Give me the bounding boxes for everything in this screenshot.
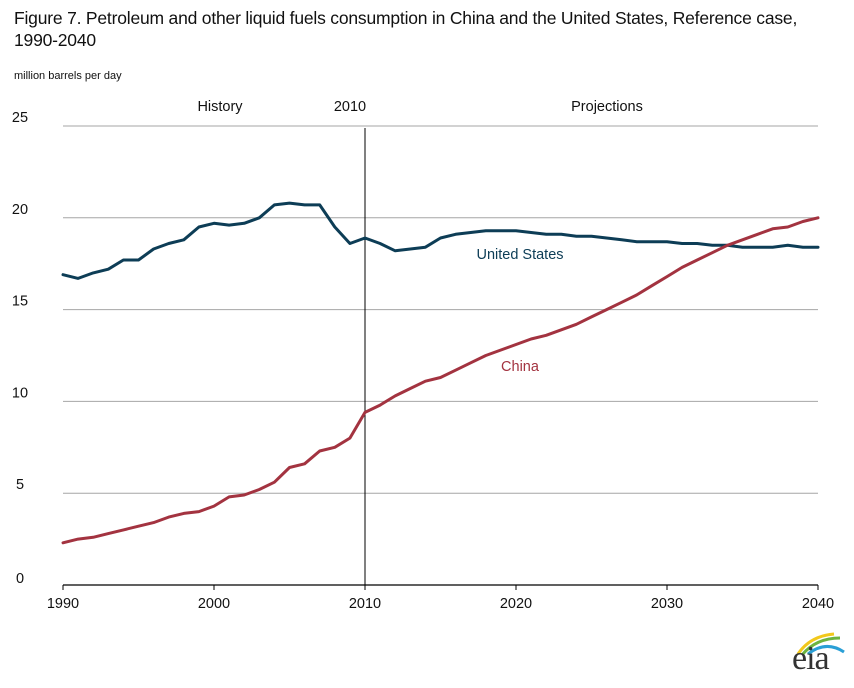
- projections-label: Projections: [571, 99, 643, 115]
- eia-logo-swoosh-icon: [796, 632, 845, 656]
- series-label-china: China: [501, 359, 540, 375]
- x-tick-label-1990: 1990: [47, 596, 79, 612]
- series-label-united-states: United States: [476, 247, 563, 263]
- y-tick-label-25: 25: [12, 110, 28, 126]
- gridlines: [63, 125, 818, 494]
- y-axis-units-label: million barrels per day: [14, 70, 122, 82]
- y-tick-label-0: 0: [16, 571, 24, 587]
- x-tick-label-2000: 2000: [198, 596, 230, 612]
- y-tick-labels: 0 5 10 15 20 25: [12, 110, 28, 587]
- x-tick-label-2040: 2040: [802, 596, 834, 612]
- divider-year-label: 2010: [334, 99, 366, 115]
- y-tick-label-5: 5: [16, 477, 24, 493]
- x-tick-label-2020: 2020: [500, 596, 532, 612]
- history-label: History: [197, 99, 243, 115]
- x-tick-label-2010: 2010: [349, 596, 381, 612]
- chart-title: Figure 7. Petroleum and other liquid fue…: [14, 8, 798, 50]
- series-line-china: [61, 216, 820, 545]
- y-tick-label-15: 15: [12, 294, 28, 310]
- y-tick-label-10: 10: [12, 385, 28, 401]
- y-tick-label-20: 20: [12, 202, 28, 218]
- series-lines: [61, 201, 820, 545]
- series-line-united-states: [61, 201, 820, 280]
- eia-logo-text: eia: [792, 640, 830, 677]
- x-tick-label-2030: 2030: [651, 596, 683, 612]
- x-axis: 1990 2000 2010 2020 2030 2040: [47, 584, 834, 612]
- eia-logo: eia: [790, 630, 846, 680]
